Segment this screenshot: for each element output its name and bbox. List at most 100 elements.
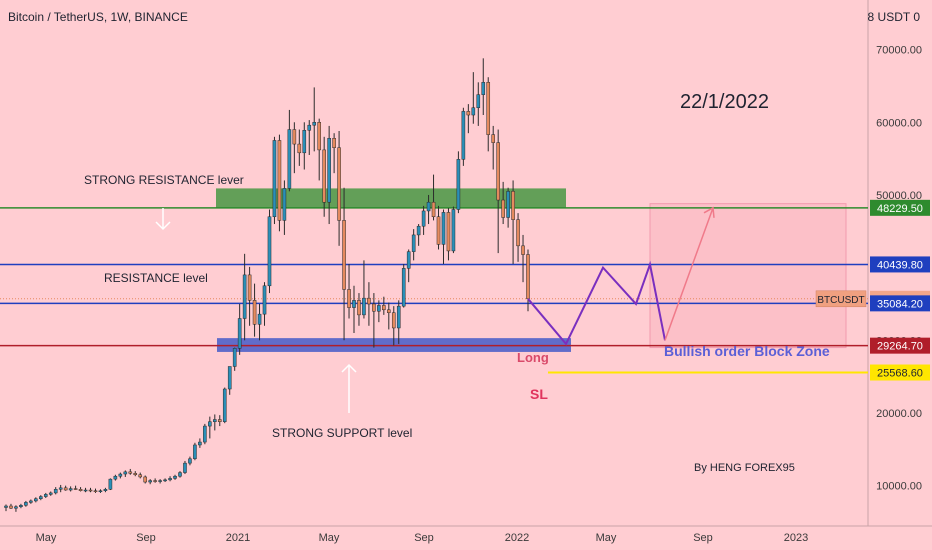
author-label: By HENG FOREX95 [694,462,795,474]
candle-body [396,305,401,329]
candle-body [237,318,242,349]
x-tick-label: May [596,532,617,544]
candle-body [357,300,361,316]
candle-body [217,419,222,422]
x-tick-label: Sep [136,532,156,544]
candle-body [178,472,182,477]
y-tick-label: 10000.00 [876,481,922,493]
candle-body [133,473,138,476]
candle-body [222,388,227,422]
strong-support-label: STRONG SUPPORT level [272,426,412,440]
candle-body [232,348,237,367]
candle-body [158,480,162,482]
candle-body [362,297,366,316]
y-tick-label: 60000.00 [876,117,922,129]
candle-body [332,138,336,148]
candle-body [198,441,202,446]
candle-body [73,488,78,490]
candle-body [382,305,386,311]
candle-body [34,498,38,502]
candle-body [93,490,98,492]
candle-body [4,505,8,508]
candle-body [108,478,113,490]
candle-body [88,489,93,492]
y-tick-label: 20000.00 [876,408,922,420]
candle-body [48,492,53,495]
candle-body [441,212,446,245]
candle-body [352,300,356,308]
candle-body [327,138,331,203]
candle-body [267,216,272,287]
candle-body [173,475,177,479]
candle-body [431,201,436,218]
candle-body [118,473,123,477]
candle-body [506,191,510,218]
candle-body [307,124,312,131]
candle-body [426,201,431,212]
candle-body [322,149,326,203]
candle-body [342,220,346,290]
order-block-label: Bullish order Block Zone [664,343,830,359]
candle-body [471,107,476,116]
candle-body [391,312,396,329]
candle-body [436,216,441,245]
candle-body [103,489,108,491]
price-tag [870,295,930,312]
candle-body [262,285,267,315]
candle-body [208,421,212,427]
candle-body [24,502,28,506]
candle-body [481,82,486,95]
candle-body [421,210,426,227]
candle-body [29,500,33,503]
candle-body [466,111,471,116]
candle-body [521,245,525,255]
price-tag [870,337,930,354]
candle-body [168,478,172,481]
candle-body [153,480,157,482]
candle-body [58,487,63,490]
x-tick-label: Sep [414,532,434,544]
candle-body [416,225,421,236]
candle-body [98,490,103,492]
candle-body [456,159,461,210]
candle-body [163,479,167,482]
candle-body [252,300,257,325]
y-tick-label: 70000.00 [876,45,922,57]
candle-body [138,474,143,478]
top-right-label: 8 USDT 0 [867,10,920,24]
candle-body [143,476,147,483]
candle-body [128,471,133,474]
chart-title: Bitcoin / TetherUS, 1W, BINANCE [8,10,188,24]
candle-body [9,505,13,509]
symbol-tag-label: BTCUSDT [817,295,864,306]
candle-body [411,234,416,252]
price-tag-label: 35084.20 [877,298,923,310]
candle-body [476,94,481,108]
candle-body [317,122,321,151]
candle-body [302,130,307,154]
candle-body [446,212,451,252]
candle-body [272,140,277,218]
projection-path [527,260,666,346]
candle-body [242,274,247,319]
candle-body [496,142,500,201]
candle-body [43,494,48,497]
stop-loss-label: SL [530,386,548,402]
candle-body [183,462,187,473]
candle-body [193,444,197,460]
candle-body [486,82,491,135]
price-tag-label: 48229.50 [877,203,923,215]
projection-arrow-head [703,206,715,218]
candle-body [367,297,371,305]
resistance-label: RESISTANCE level [104,271,208,285]
y-tick-label: 50000.00 [876,190,922,202]
candle-body [188,458,192,464]
price-tag [870,364,930,381]
price-tag [870,199,930,216]
candle-body [277,140,282,221]
candle-body [372,303,376,312]
candle-body [387,309,391,313]
strong-resistance-label: STRONG RESISTANCE lever [84,173,244,187]
